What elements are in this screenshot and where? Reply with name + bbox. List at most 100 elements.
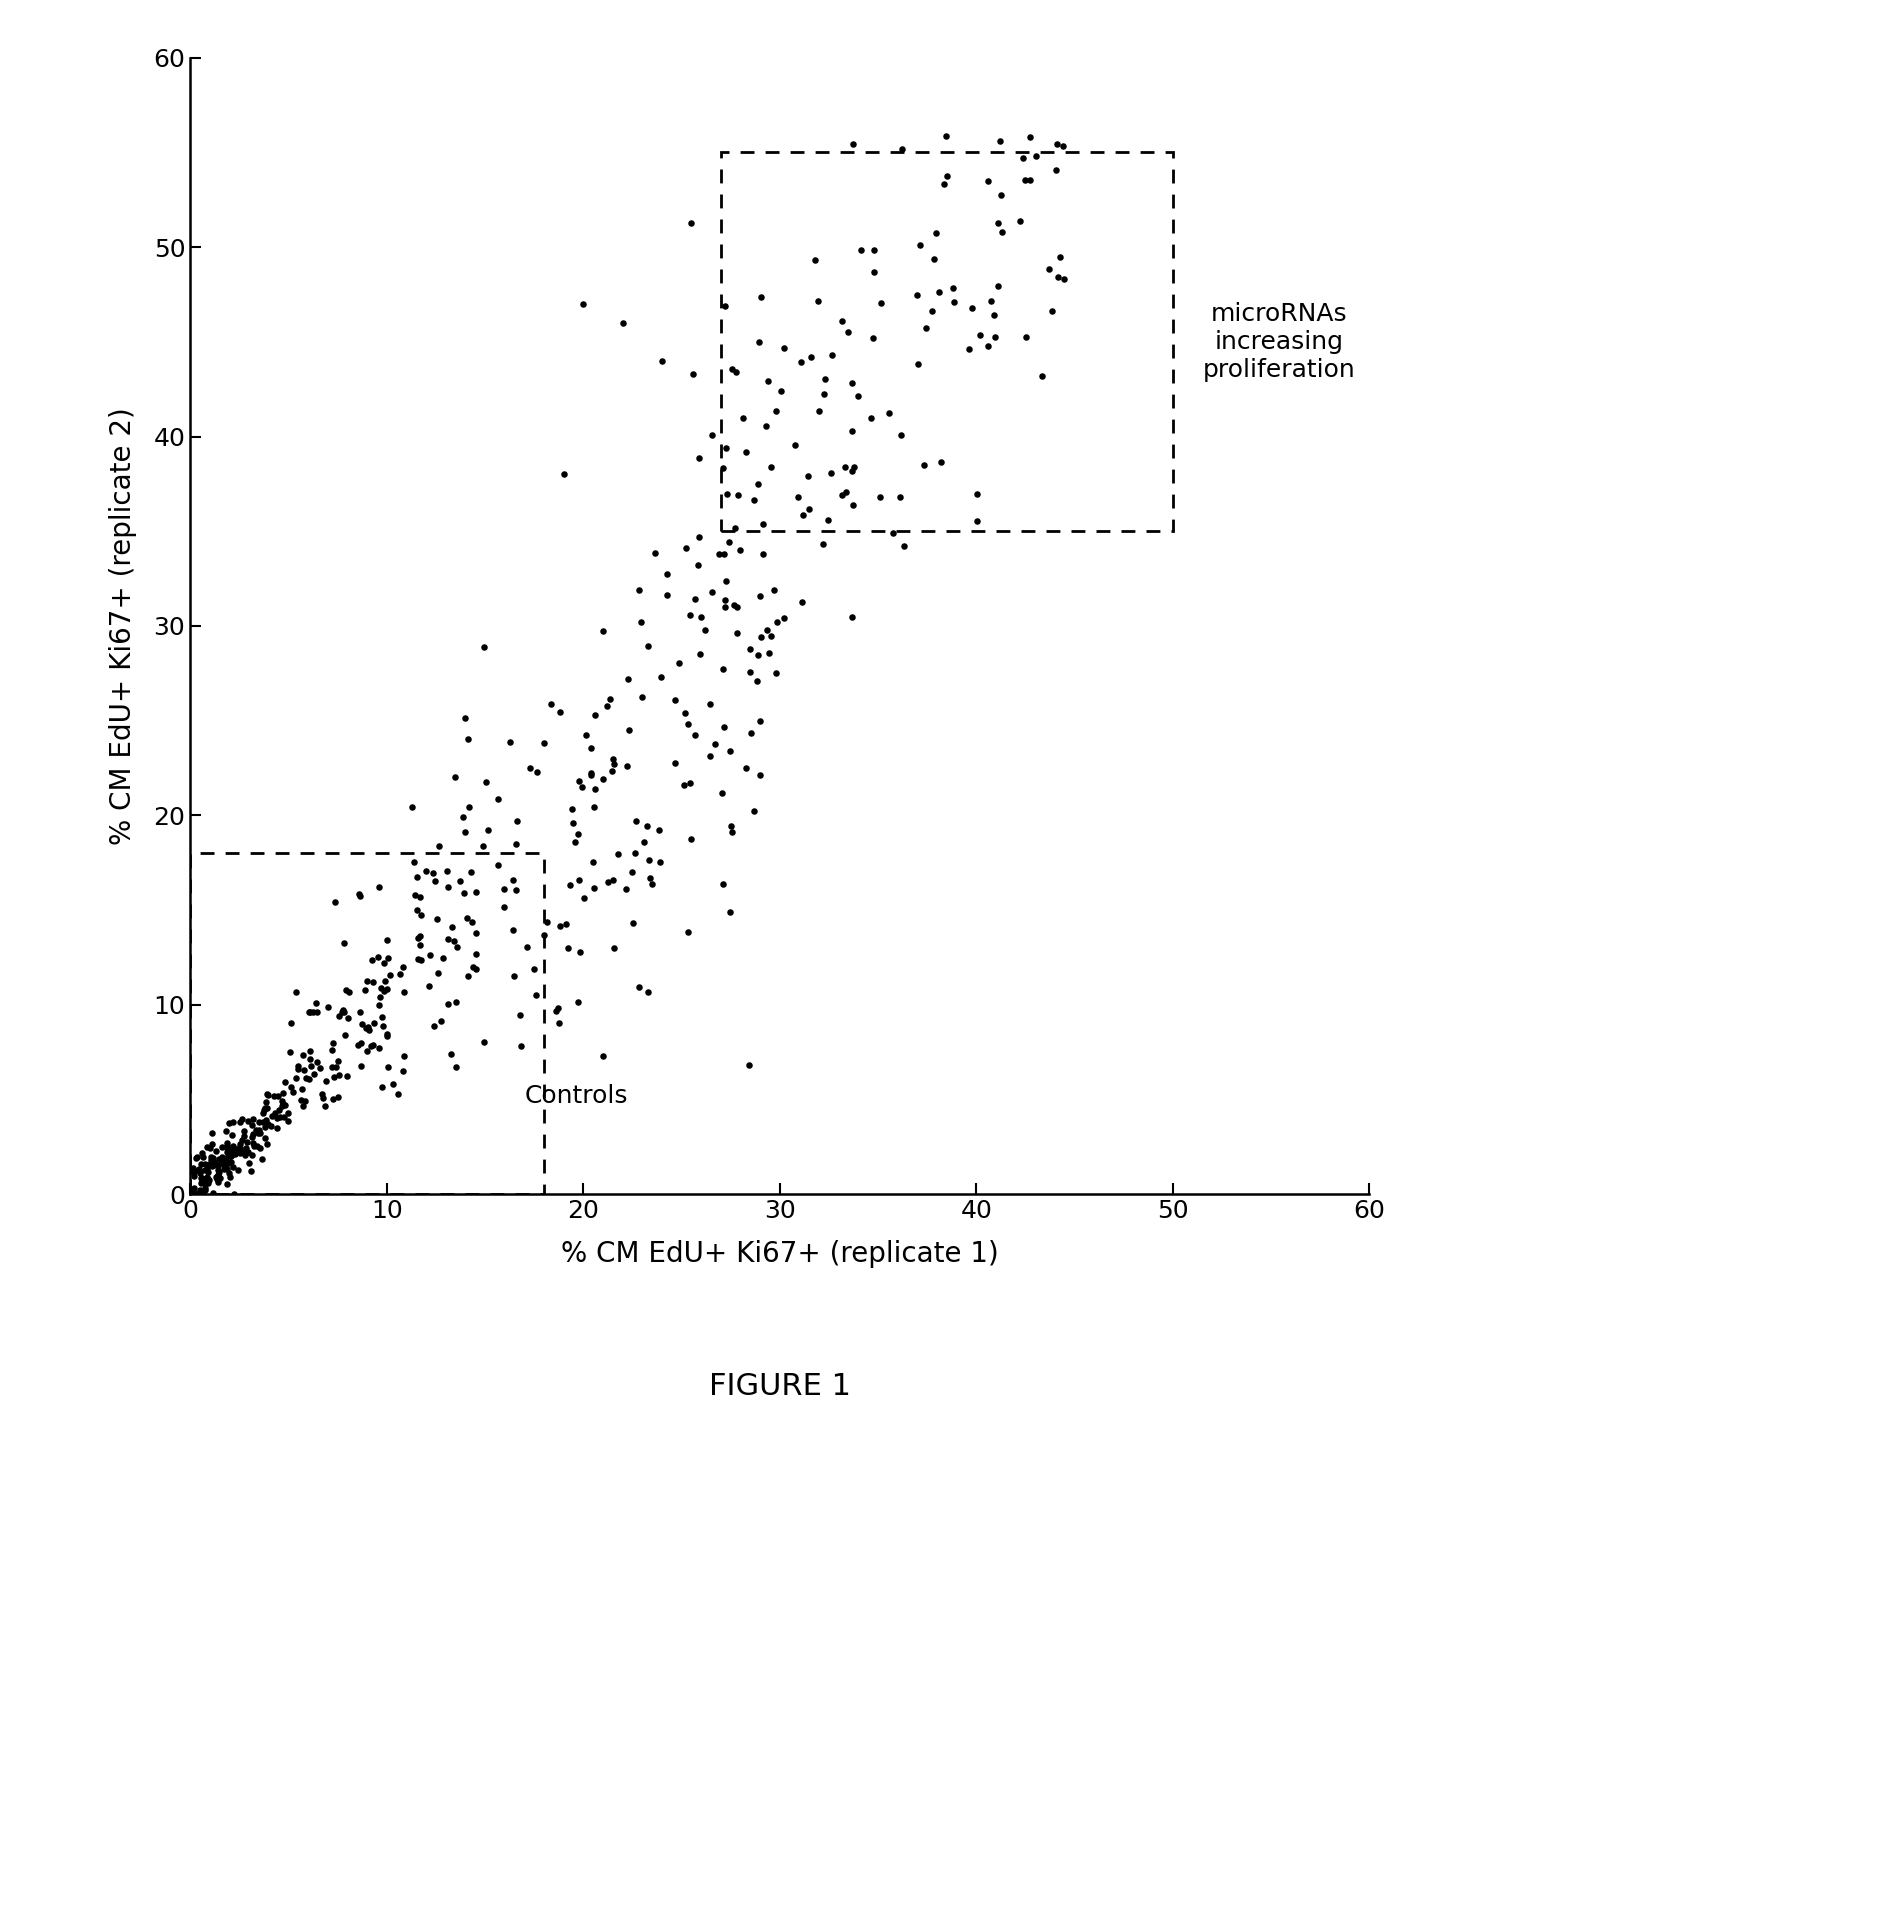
Point <box>818 339 848 370</box>
Point <box>1027 360 1058 391</box>
Point <box>181 1142 211 1173</box>
Point <box>401 861 432 892</box>
Point <box>323 1000 354 1030</box>
Point <box>186 1167 217 1198</box>
Point <box>799 245 829 275</box>
Point <box>424 830 455 861</box>
Point <box>911 312 941 343</box>
Point <box>184 1179 215 1210</box>
Point <box>829 453 860 483</box>
Point <box>483 784 514 815</box>
Point <box>833 318 864 349</box>
Point <box>571 718 601 749</box>
Point <box>175 1177 205 1208</box>
Point <box>272 1106 302 1136</box>
Point <box>209 1150 240 1181</box>
Point <box>426 1005 456 1036</box>
Point <box>612 751 643 782</box>
Point <box>253 1107 283 1138</box>
Point <box>213 1140 243 1171</box>
Y-axis label: % CM EdU+ Ki67+ (replicate 2): % CM EdU+ Ki67+ (replicate 2) <box>108 406 137 846</box>
Point <box>698 420 728 451</box>
Point <box>245 1117 276 1148</box>
Point <box>1044 243 1075 273</box>
Point <box>751 614 782 645</box>
Point <box>696 576 727 607</box>
Point <box>1010 166 1040 196</box>
Point <box>744 639 774 670</box>
Point <box>639 537 670 568</box>
Point <box>236 1138 266 1169</box>
Point <box>837 601 867 632</box>
Point <box>323 1082 354 1113</box>
Point <box>679 720 709 751</box>
Point <box>285 1084 316 1115</box>
Point <box>580 774 611 805</box>
Point <box>289 1090 320 1121</box>
Point <box>371 924 401 955</box>
Point <box>453 961 483 992</box>
Point <box>344 996 375 1027</box>
Point <box>902 279 932 310</box>
Point <box>812 505 843 535</box>
Point <box>378 1069 409 1100</box>
Point <box>747 508 778 539</box>
Point <box>264 1094 295 1125</box>
Point <box>441 930 472 961</box>
Point <box>460 876 491 907</box>
Point <box>213 1127 243 1158</box>
Point <box>578 847 609 878</box>
Point <box>742 470 772 501</box>
Point <box>369 976 399 1007</box>
Point <box>200 1146 230 1177</box>
Point <box>565 936 595 967</box>
Point <box>980 300 1010 331</box>
Point <box>308 1082 339 1113</box>
Point <box>683 549 713 580</box>
Point <box>1048 131 1078 162</box>
Point <box>546 911 576 942</box>
Point <box>280 976 310 1007</box>
Point <box>211 1146 242 1177</box>
Point <box>215 1140 245 1171</box>
Point <box>685 638 715 668</box>
Point <box>711 480 742 510</box>
Point <box>287 1040 318 1071</box>
Point <box>489 892 519 923</box>
Point <box>611 874 641 905</box>
Point <box>917 295 947 325</box>
Point <box>268 1102 299 1132</box>
Point <box>765 376 795 406</box>
Point <box>1037 297 1067 327</box>
Point <box>274 1098 304 1129</box>
Point <box>1048 264 1078 295</box>
Point <box>607 308 637 339</box>
Point <box>211 1154 242 1184</box>
Point <box>358 1030 388 1061</box>
Point <box>283 1050 314 1080</box>
Point <box>217 1119 247 1150</box>
Point <box>546 697 576 728</box>
Point <box>734 634 765 664</box>
Point <box>371 1021 401 1052</box>
Point <box>470 1027 500 1057</box>
Point <box>472 767 502 797</box>
Point <box>318 1028 348 1059</box>
Point <box>637 869 668 899</box>
Point <box>403 944 434 975</box>
Point <box>502 805 533 836</box>
Point <box>793 460 824 491</box>
Point <box>283 1054 314 1084</box>
Point <box>352 1011 382 1042</box>
Point <box>352 967 382 998</box>
Point <box>331 1061 361 1092</box>
Point <box>578 792 609 822</box>
Point <box>304 1052 335 1082</box>
Point <box>675 824 706 855</box>
Point <box>342 1028 373 1059</box>
Point <box>725 534 755 564</box>
Point <box>652 559 683 589</box>
Point <box>460 953 491 984</box>
Bar <box>190 853 544 1194</box>
Point <box>864 482 894 512</box>
